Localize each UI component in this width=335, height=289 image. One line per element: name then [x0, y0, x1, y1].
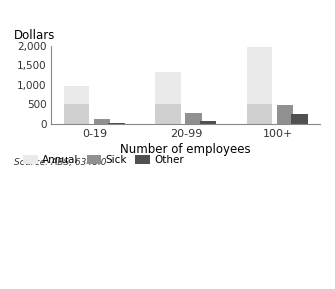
Bar [277, 105, 293, 124]
Bar [155, 72, 181, 104]
Legend: Annual, Sick, Other: Annual, Sick, Other [19, 151, 188, 169]
Bar [155, 104, 181, 124]
Bar [64, 104, 89, 124]
Bar [94, 119, 110, 124]
Bar [247, 104, 272, 124]
Bar [64, 86, 89, 104]
Bar [247, 47, 272, 104]
Text: Dollars: Dollars [14, 29, 55, 42]
Text: Source: ABS, 6348.0: Source: ABS, 6348.0 [14, 158, 106, 167]
Bar [291, 114, 308, 124]
Bar [109, 123, 125, 124]
X-axis label: Number of employees: Number of employees [120, 143, 251, 156]
Bar [200, 121, 216, 124]
Bar [185, 113, 202, 124]
